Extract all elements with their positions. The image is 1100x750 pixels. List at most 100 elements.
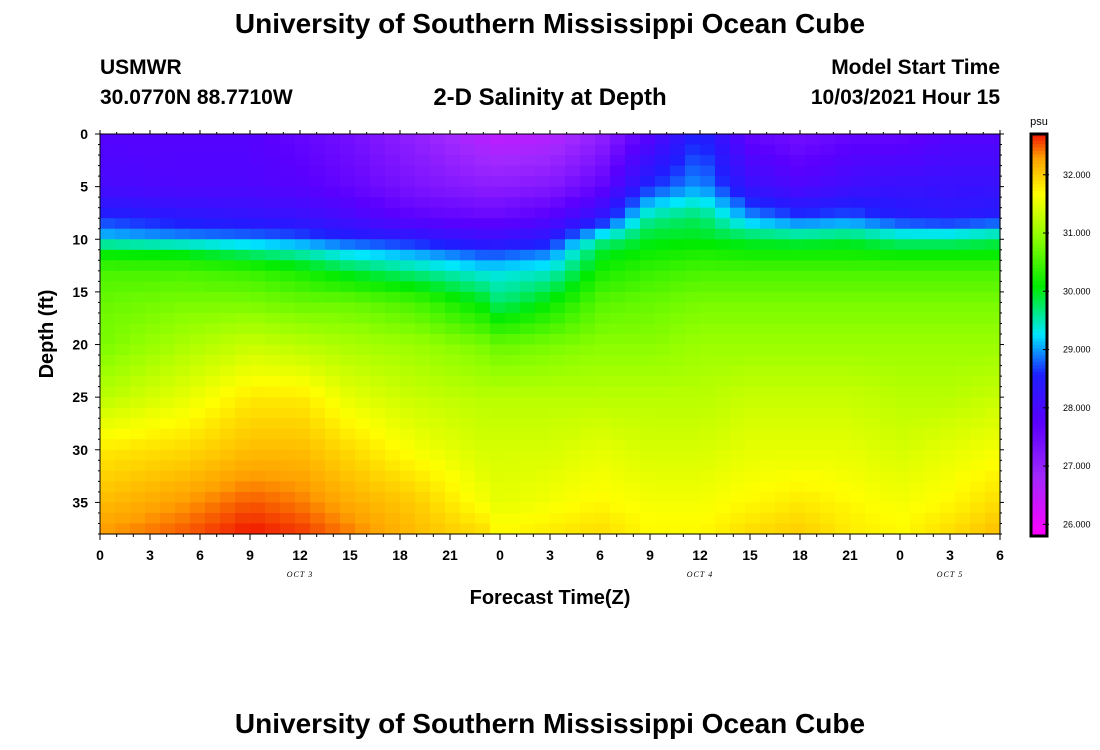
heatmap-cell (700, 491, 716, 504)
heatmap-cell (595, 460, 611, 472)
heatmap-cell (460, 355, 476, 367)
heatmap-cell (865, 428, 881, 440)
heatmap-cell (280, 207, 296, 219)
heatmap-cell (250, 260, 266, 272)
heatmap-cell (370, 344, 386, 356)
colorbar-segment (1031, 137, 1047, 142)
heatmap-cell (295, 512, 311, 525)
heatmap-cell (640, 428, 656, 440)
heatmap-cell (295, 291, 311, 304)
heatmap-cell (610, 439, 626, 451)
heatmap-cell (790, 512, 806, 525)
heatmap-cell (685, 355, 701, 367)
heatmap-cell (235, 134, 251, 146)
heatmap-cell (910, 291, 926, 304)
heatmap-cell (970, 239, 986, 251)
heatmap-cell (460, 302, 476, 314)
heatmap-cell (295, 323, 311, 335)
heatmap-cell (280, 481, 296, 493)
heatmap-cell (820, 449, 836, 461)
heatmap-cell (295, 491, 311, 504)
heatmap-cell (490, 376, 506, 388)
heatmap-cell (355, 281, 371, 293)
heatmap-cell (160, 491, 176, 504)
heatmap-cell (610, 386, 626, 398)
heatmap-cell (220, 523, 236, 535)
heatmap-cell (985, 512, 1001, 525)
heatmap-cell (205, 228, 221, 240)
heatmap-cell (415, 270, 431, 282)
heatmap-cell (490, 302, 506, 314)
heatmap-cell (775, 428, 791, 440)
heatmap-cell (580, 460, 596, 472)
heatmap-cell (820, 197, 836, 209)
heatmap-cell (835, 323, 851, 335)
heatmap-cell (730, 470, 746, 482)
heatmap-cell (265, 218, 281, 230)
heatmap-cell (940, 155, 956, 167)
y-tick-label: 30 (72, 442, 88, 458)
heatmap-cell (295, 155, 311, 167)
heatmap-cell (430, 407, 446, 419)
heatmap-cell (490, 165, 506, 177)
heatmap-cell (505, 186, 521, 198)
heatmap-cell (640, 270, 656, 282)
heatmap-cell (385, 176, 401, 188)
heatmap-cell (745, 218, 761, 230)
heatmap-cell (190, 312, 206, 325)
heatmap-cell (925, 239, 941, 251)
heatmap-cell (595, 291, 611, 304)
heatmap-cell (745, 155, 761, 167)
heatmap-cell (715, 302, 731, 314)
heatmap-cell (445, 134, 461, 146)
heatmap-cell (760, 523, 776, 535)
heatmap-cell (235, 449, 251, 461)
heatmap-cell (430, 418, 446, 430)
heatmap-cell (100, 165, 116, 177)
heatmap-cell (520, 155, 536, 167)
heatmap-cell (310, 397, 326, 409)
heatmap-cell (955, 355, 971, 367)
heatmap-cell (235, 428, 251, 440)
heatmap-cell (715, 449, 731, 461)
heatmap-cell (205, 376, 221, 388)
heatmap-cell (580, 323, 596, 335)
heatmap-cell (925, 144, 941, 156)
heatmap-cell (445, 344, 461, 356)
heatmap-cell (835, 239, 851, 251)
heatmap-cell (400, 270, 416, 282)
heatmap-cell (265, 165, 281, 177)
heatmap-cell (385, 165, 401, 177)
heatmap-cell (700, 281, 716, 293)
heatmap-cell (400, 418, 416, 430)
heatmap-cell (790, 334, 806, 346)
heatmap-cell (400, 197, 416, 209)
heatmap-cell (295, 302, 311, 314)
heatmap-cell (175, 155, 191, 167)
heatmap-cell (220, 491, 236, 504)
heatmap-cell (340, 312, 356, 325)
heatmap-cell (880, 302, 896, 314)
heatmap-cell (355, 439, 371, 451)
heatmap-cell (625, 186, 641, 198)
heatmap-cell (235, 323, 251, 335)
heatmap-cell (190, 334, 206, 346)
heatmap-cell (640, 481, 656, 493)
heatmap-cell (415, 397, 431, 409)
heatmap-cell (880, 428, 896, 440)
heatmap-cell (565, 439, 581, 451)
heatmap-cell (475, 165, 491, 177)
heatmap-cell (160, 323, 176, 335)
heatmap-cell (385, 302, 401, 314)
heatmap-cell (925, 249, 941, 261)
heatmap-cell (265, 355, 281, 367)
heatmap-cell (415, 312, 431, 325)
heatmap-cell (100, 407, 116, 419)
heatmap-cell (160, 144, 176, 156)
heatmap-cell (295, 449, 311, 461)
heatmap-cell (460, 407, 476, 419)
heatmap-cell (265, 428, 281, 440)
heatmap-cell (955, 281, 971, 293)
heatmap-cell (700, 165, 716, 177)
heatmap-cell (310, 312, 326, 325)
